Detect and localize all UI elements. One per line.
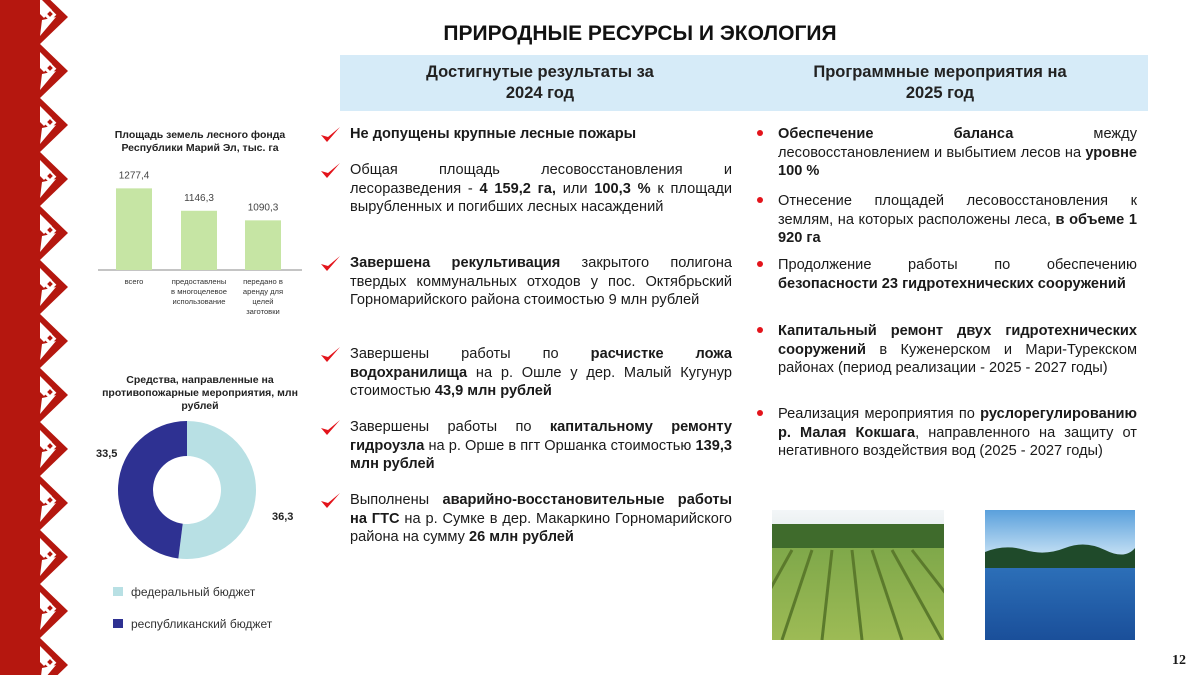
text-segment: Не допущены крупные лесные пожары [350, 126, 637, 142]
text-segment: Реализация мероприятия по [778, 406, 981, 422]
list-item: Общая площадь лесовосстановления и лесор… [350, 161, 732, 217]
text-segment: Отнесение площадей лесовосстановления к … [778, 193, 1137, 228]
bar-chart-title: Площадь земель лесного фонда Республики … [114, 129, 286, 154]
text-segment: Завершены работы по [350, 346, 591, 362]
list-item: Капитальный ремонт двух гидротехнических… [778, 322, 1137, 378]
text-segment: Выполнены [350, 492, 443, 508]
category-label: предоставлены в многоцелевое использование [171, 277, 227, 306]
ornament-motif [40, 0, 68, 44]
page-title: ПРИРОДНЫЕ РЕСУРСЫ И ЭКОЛОГИЯ [443, 22, 837, 45]
text-segment: , направленного на защиту от негативного… [778, 424, 1137, 460]
text-segment: Капитальный ремонт двух гидротехнических… [778, 323, 1137, 358]
text-segment: расчистке ложа водохранилища [350, 346, 732, 381]
donut-slice [178, 421, 256, 559]
text-segment: на р. Ошле у дер. Малый Кугунур стоимост… [350, 364, 732, 400]
text-segment: Завершена рекультивация [350, 255, 561, 271]
ornament-band [0, 0, 40, 675]
checkmark-icon [321, 163, 340, 178]
list-item: Не допущены крупные лесные пожары [350, 125, 732, 144]
text-segment: 26 млн рублей [468, 529, 574, 545]
bar-value-label: 1090,3 [248, 202, 279, 213]
text-segment: безопасности 23 гидротехнических сооруже… [778, 275, 1126, 292]
text-segment: Завершены работы по [350, 419, 550, 435]
ornament-motif [40, 422, 68, 476]
bullet-icon [757, 261, 763, 267]
bullet-icon [757, 327, 763, 333]
bar-value-label: 1146,3 [184, 193, 214, 204]
ornament-border [0, 0, 68, 675]
header-results-2024: Достигнутые результаты за 2024 год [426, 63, 654, 102]
slice-label-federal: 36,3 [272, 511, 293, 523]
list-item: Обеспечение баланса между лесовосстановл… [778, 125, 1137, 181]
text-segment: аварийно-восстановительные работы на ГТС [350, 492, 732, 527]
checkmark-icon [321, 347, 340, 362]
category-label: всего [125, 277, 144, 286]
donut-slice [117, 421, 187, 559]
list-item: Завершена рекультивация закрытого полиго… [350, 254, 732, 310]
checkmark-icon [321, 493, 340, 508]
list-item: Выполнены аварийно-восстановительные раб… [350, 491, 732, 547]
list-item: Завершены работы по капитальному ремонту… [350, 418, 732, 474]
text-segment: Общая площадь лесовосстановления и лесор… [350, 162, 732, 197]
list-item: Отнесение площадей лесовосстановления к … [778, 192, 1137, 248]
text-segment: к площади вырубленных и погибших лесных … [350, 180, 732, 216]
checkmark-icon [321, 127, 340, 142]
text-segment: на р. Сумке в дер. Макаркино Горномарийс… [350, 510, 732, 546]
ornament-motif [40, 44, 68, 98]
list-item: Реализация мероприятия по руслорегулиров… [778, 405, 1137, 461]
ornament-motif [40, 152, 68, 206]
text-segment: Обеспечение баланса [778, 126, 1014, 142]
text-segment: в объеме 1 920 га [778, 211, 1137, 247]
lake-photo [985, 510, 1135, 640]
bullet-icon [757, 130, 763, 136]
bar [181, 210, 217, 270]
donut-chart: 36,3 33,5 [96, 421, 293, 559]
page-number: 12 [1172, 653, 1186, 668]
legend-federal: федеральный бюджет [113, 585, 255, 599]
text-segment: 139,3 млн рублей [350, 437, 732, 473]
text-segment: Продолжение работы по обеспечению [778, 257, 1137, 273]
bar-value-label: 1277,4 [119, 170, 150, 181]
bar [116, 188, 152, 270]
header-plans-2025: Программные мероприятия на 2025 год [813, 63, 1067, 102]
checkmark-icon [321, 420, 340, 435]
list-item: Продолжение работы по обеспечению безопа… [778, 256, 1137, 293]
text-segment: или [555, 180, 595, 197]
slice-label-republican: 33,5 [96, 448, 117, 460]
text-segment: закрытого полигона твердых коммунальных … [350, 255, 732, 308]
bullet-icon [757, 197, 763, 203]
ornament-motif [40, 98, 68, 152]
forest-seedlings-photo [772, 510, 944, 640]
text-segment: на р. Орше в пгт Оршанка стоимостью [424, 437, 696, 454]
list-item: Завершены работы по расчистке ложа водох… [350, 345, 732, 401]
ornament-motif [40, 638, 68, 675]
column-header-band: Достигнутые результаты за 2024 год Прогр… [340, 55, 1148, 111]
bar [245, 220, 281, 270]
text-segment: уровне 100 % [778, 144, 1137, 180]
text-segment: в Куженерском и Мари-Турекском районах (… [778, 341, 1137, 377]
text-segment: между лесовосстановлением и выбытием лес… [778, 126, 1137, 161]
ornament-motif [40, 476, 68, 530]
donut-chart-title: Средства, направленные на противопожарны… [102, 374, 298, 412]
ornament-motif [40, 260, 68, 314]
ornament-motif [40, 584, 68, 638]
text-segment: 4 159,2 га, [479, 180, 556, 197]
text-segment: руслорегулированию р. Малая Кокшага [778, 406, 1137, 441]
ornament-motif [40, 314, 68, 368]
text-segment: 43,9 млн рублей [434, 383, 552, 399]
checkmark-icon [321, 256, 340, 271]
bullet-icon [757, 410, 763, 416]
legend-republican: республиканский бюджет [113, 617, 272, 631]
ornament-motif [40, 368, 68, 422]
ornament-motif [40, 530, 68, 584]
bar-chart: 1277,4 всего 1146,3 предоставлены в многоцел… [98, 170, 302, 320]
text-segment: капитальному ремонту гидроузла [350, 419, 732, 454]
text-segment: 100,3 % [594, 180, 651, 197]
ornament-motif [40, 206, 68, 260]
